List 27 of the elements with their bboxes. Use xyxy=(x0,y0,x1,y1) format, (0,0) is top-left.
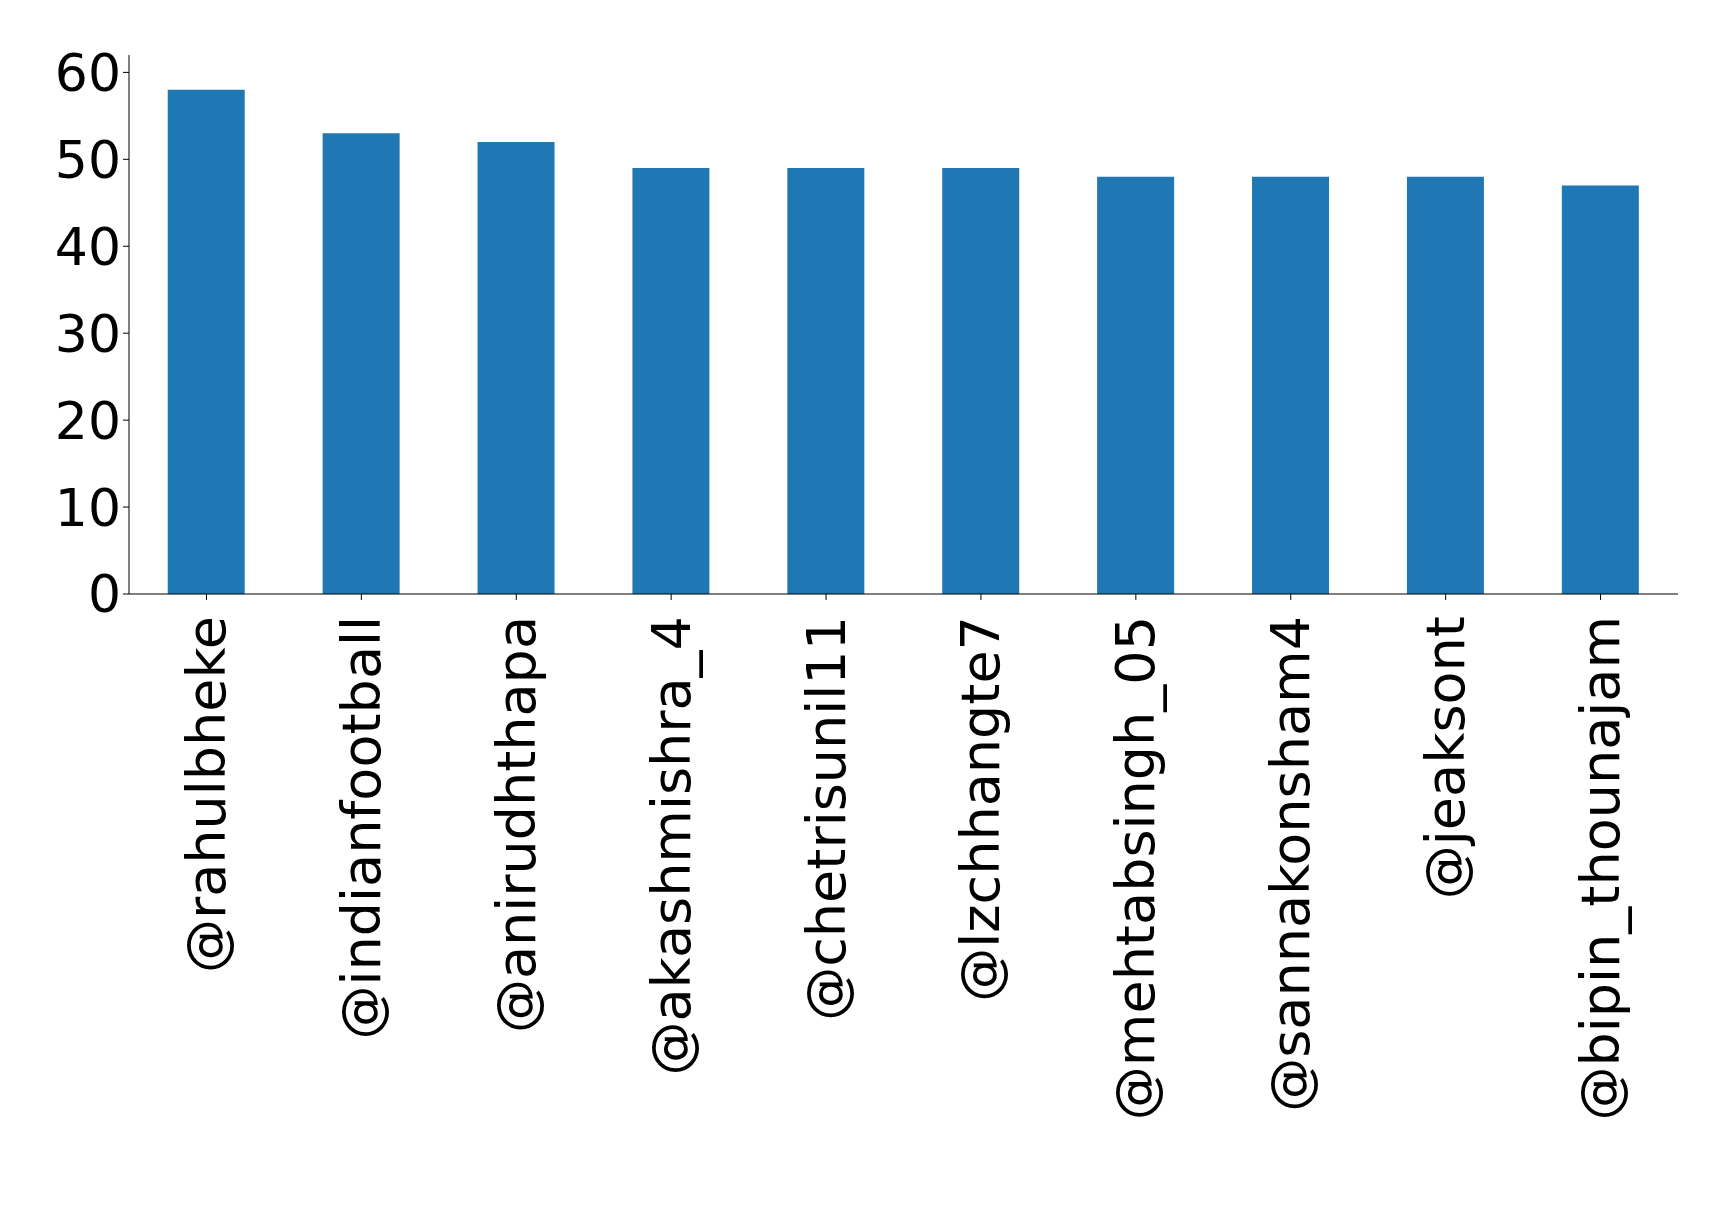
x-tick-label: @jeaksont xyxy=(1414,616,1478,900)
x-tick-label: @bipin_thounajam xyxy=(1569,616,1633,1121)
bar xyxy=(1561,185,1639,594)
x-tick-label: @sannakonsham4 xyxy=(1259,616,1323,1112)
y-tick-label: 20 xyxy=(54,390,121,451)
y-tick-label: 0 xyxy=(87,564,121,625)
bar xyxy=(167,89,245,594)
bar xyxy=(942,168,1020,594)
x-tick-label: @indianfootball xyxy=(329,616,393,1040)
x-tick-label: @mehtabsingh_05 xyxy=(1104,616,1168,1121)
x-tick-label: @anirudhthapa xyxy=(484,616,548,1034)
y-tick-label: 60 xyxy=(54,42,121,103)
x-tick-label: @rahulbheke xyxy=(174,616,238,974)
y-tick-label: 50 xyxy=(54,129,121,190)
x-tick-label: @lzchhangte7 xyxy=(949,616,1013,1002)
bar xyxy=(322,133,400,594)
x-tick-label: @chetrisunil11 xyxy=(794,616,858,1021)
bar xyxy=(477,141,555,594)
bar xyxy=(1252,176,1330,594)
y-tick-label: 30 xyxy=(54,303,121,364)
bar xyxy=(1406,176,1484,594)
y-tick-label: 40 xyxy=(54,216,121,277)
bar xyxy=(787,168,865,594)
x-tick-label: @akashmishra_4 xyxy=(639,616,703,1076)
y-tick-label: 10 xyxy=(54,477,121,538)
bar xyxy=(1097,176,1175,594)
bar xyxy=(632,168,710,594)
